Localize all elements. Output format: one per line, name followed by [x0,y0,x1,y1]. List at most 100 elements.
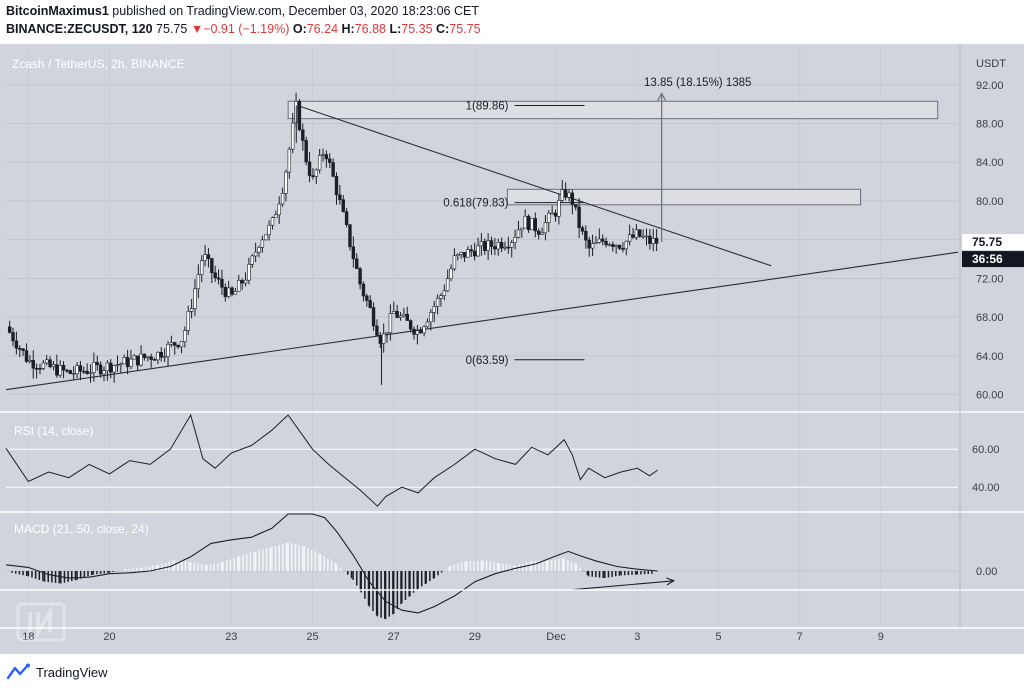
currency-label: USDT [976,58,1006,70]
candle-up [651,238,655,244]
candle-up [237,280,241,292]
candle-down [338,194,342,201]
candle-up [422,326,426,334]
candle-up [442,290,447,296]
low-label: L: [389,22,402,36]
candle-up [560,189,564,201]
time-tick-label: 9 [878,631,884,643]
candle-down [617,244,622,249]
publisher-name[interactable]: BitcoinMaximus1 [6,4,109,18]
tradingview-brand[interactable]: TradingView [36,664,108,680]
candle-up [641,235,645,238]
candle-up [250,255,254,265]
candle-down [82,370,86,373]
candle-up [277,203,281,216]
candle-up [264,234,268,241]
resistance-zone [506,188,862,206]
candle-down [328,158,332,163]
candle-up [381,333,386,344]
candle-down [331,162,335,177]
candle-down [587,239,591,249]
candle-down [109,362,113,373]
candle-up [449,268,453,280]
candle-up [456,254,460,256]
time-tick-label: 3 [634,631,640,643]
trendline [5,251,959,391]
candle-down [553,212,558,217]
candle-down [324,154,329,160]
price-tick-label: 72.00 [976,273,1004,285]
candle-down [408,320,413,330]
candle-down [21,348,25,351]
candle-up [132,355,137,360]
candle-down [348,224,352,248]
tradingview-logo-icon[interactable] [6,663,32,681]
chart-svg[interactable]: 1(89.86) 0.618(79.83) 0(63.59) 92.00 88.00 8… [0,44,1024,654]
candle-up [398,315,403,318]
candle-up [590,243,595,249]
candle-down [95,362,99,366]
candle-down [24,350,29,362]
candle-up [415,330,420,335]
time-tick-label: 18 [22,631,34,643]
low-value: 75.35 [401,22,433,36]
candle-up [260,239,265,248]
candle-up [162,356,167,358]
candle-down [355,258,359,269]
rsi-title: RSI (14, close) [14,424,93,438]
candle-down [240,280,244,284]
close-value: 75.75 [449,22,481,36]
candle-up [129,358,133,368]
time-tick-label: 29 [469,631,481,643]
candle-up [550,212,554,215]
candle-down [375,325,379,336]
candle-down [68,370,73,374]
candle-down [307,161,312,176]
candle-up [510,242,514,248]
candle-down [334,176,339,196]
candle-up [257,247,261,253]
candle-up [139,353,143,366]
candle-down [213,272,217,279]
last-price-text: 75.75 [972,235,1002,249]
candle-down [368,300,372,308]
candle-up [102,370,106,375]
candle-down [341,199,345,212]
candle-down [584,230,588,241]
candle-down [361,283,366,297]
candle-up [445,278,450,292]
candle-down [493,246,497,250]
candle-down [621,248,625,250]
candle-down [65,369,69,372]
candle-up [115,364,120,367]
candle-up [200,260,204,275]
candle-up [476,245,480,257]
candle-up [226,287,231,297]
macd-pane [5,513,958,620]
candle-down [301,129,305,141]
publish-details: published on TradingView.com, December 0… [108,4,479,18]
candle-up [247,263,251,281]
high-label: H: [341,22,355,36]
chart-area[interactable]: 1(89.86) 0.618(79.83) 0(63.59) 92.00 88.00 8… [0,44,1024,654]
candle-down [499,242,504,249]
candle-down [220,278,224,288]
candle-up [435,297,440,307]
target-arrow [657,92,667,243]
candle-down [648,235,652,244]
candle-down [358,268,362,285]
candle-up [51,364,56,368]
close-label: C: [436,22,450,36]
candle-down [149,356,153,360]
candle-down [48,359,52,368]
candle-up [543,222,548,234]
candle-down [85,370,89,374]
candle-up [166,344,170,357]
candle-up [71,373,76,375]
candle-up [452,255,457,270]
candle-up [203,254,207,261]
price-axis: 92.0088.0084.0080.0076.0072.0068.0064.00… [959,44,1004,628]
macd-line [5,513,658,614]
price-tick-label: 60.00 [976,390,1004,402]
candle-down [533,218,538,232]
